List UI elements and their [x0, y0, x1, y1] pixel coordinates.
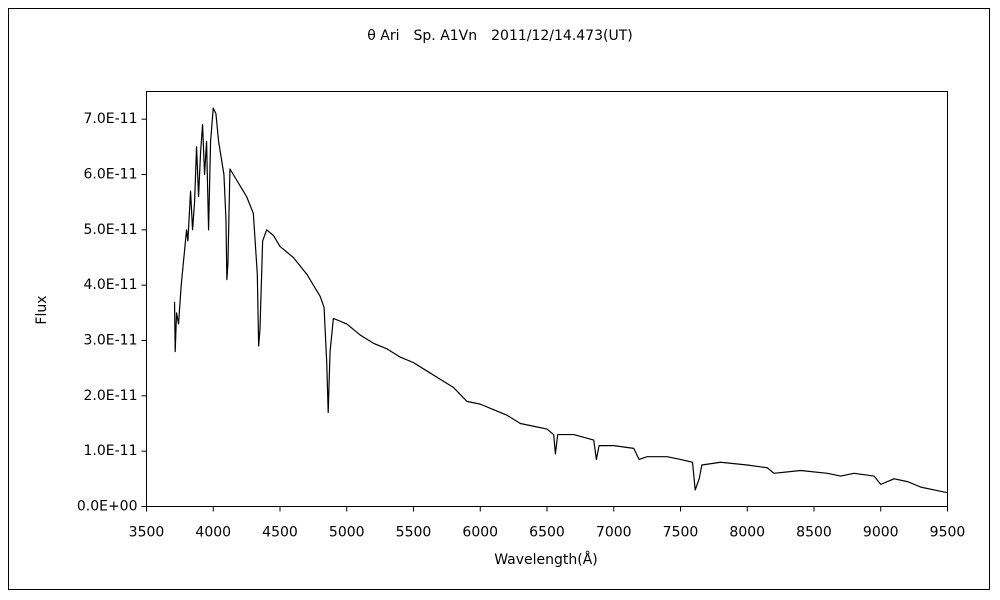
y-tick-label: 3.0E-11: [84, 333, 138, 349]
x-tick-label: 5000: [329, 525, 365, 541]
x-tick-label: 6000: [462, 525, 498, 541]
x-tick-label: 3500: [129, 525, 165, 541]
x-tick-label: 7000: [596, 525, 632, 541]
y-tick-label: 0.0E+00: [77, 499, 138, 515]
y-tick-label: 1.0E-11: [84, 443, 138, 459]
y-tick-label: 2.0E-11: [84, 388, 138, 404]
y-tick-label: 6.0E-11: [84, 167, 138, 183]
x-tick-label: 9000: [863, 525, 899, 541]
x-tick-label: 8000: [729, 525, 765, 541]
x-tick-label: 4500: [262, 525, 298, 541]
chart-title: θ Ari Sp. A1Vn 2011/12/14.473(UT): [367, 28, 632, 44]
x-tick-label: 4000: [195, 525, 231, 541]
x-tick-label: 6500: [529, 525, 565, 541]
x-tick-label: 7500: [663, 525, 699, 541]
x-tick-label: 5500: [396, 525, 432, 541]
y-axis-label: Flux: [34, 295, 50, 324]
y-tick-label: 5.0E-11: [84, 222, 138, 238]
spectrum-line: [173, 107, 948, 494]
x-tick-label: 9500: [930, 525, 966, 541]
x-axis-label: Wavelength(Å): [494, 551, 598, 568]
x-tick-label: 8500: [796, 525, 832, 541]
y-tick-label: 7.0E-11: [84, 111, 138, 127]
y-tick-label: 4.0E-11: [84, 277, 138, 293]
plot-area: [146, 91, 948, 507]
